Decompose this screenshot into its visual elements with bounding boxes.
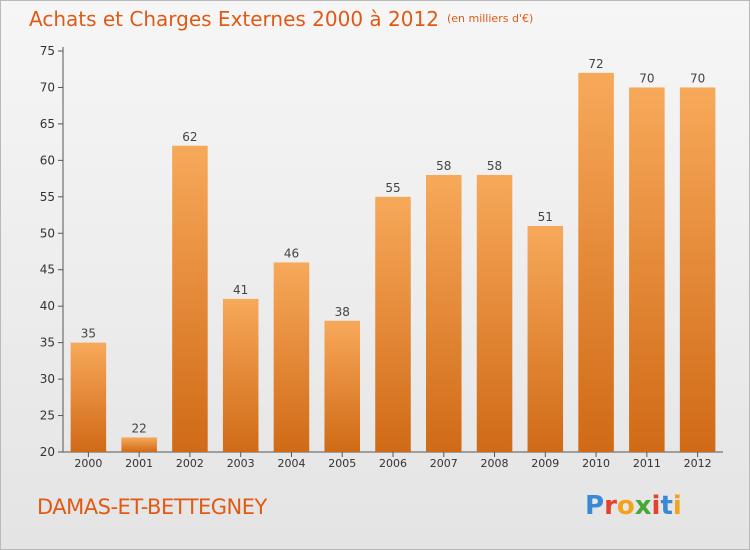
data-label: 35 (81, 327, 96, 341)
x-tick-label: 2001 (125, 457, 153, 470)
data-label: 72 (588, 57, 603, 71)
chart-title: Achats et Charges Externes 2000 à 2012 (e… (29, 7, 533, 31)
x-tick-label: 2012 (684, 457, 712, 470)
data-label: 38 (335, 305, 350, 319)
commune-name: DAMAS-ET-BETTEGNEY (37, 495, 267, 519)
brand-letter: o (616, 491, 635, 521)
brand-letter: P (585, 491, 605, 521)
bar-2002 (172, 145, 208, 453)
x-tick-label: 2004 (277, 457, 305, 470)
y-tick-label: 65 (40, 117, 55, 131)
data-label: 55 (385, 181, 400, 195)
data-label: 46 (284, 246, 299, 260)
bar-2003 (222, 298, 259, 452)
data-label: 58 (436, 159, 451, 173)
y-tick-label: 40 (40, 299, 55, 313)
data-label: 70 (639, 71, 654, 85)
bar-2012 (679, 87, 716, 453)
data-label: 51 (538, 210, 553, 224)
data-label: 22 (132, 421, 147, 435)
y-tick-label: 35 (40, 336, 55, 350)
x-tick-label: 2007 (430, 457, 458, 470)
y-tick-label: 45 (40, 263, 55, 277)
x-tick-label: 2005 (328, 457, 356, 470)
chart-unit: (en milliers d'€) (446, 12, 534, 25)
y-tick-label: 75 (40, 44, 55, 58)
bar-2000 (70, 342, 107, 452)
proxiti-logo: Proxiti (585, 491, 682, 521)
brand-letter: i (672, 491, 682, 521)
x-tick-label: 2008 (481, 457, 509, 470)
bar-2005 (324, 320, 360, 452)
chart-title-text: Achats et Charges Externes 2000 à 2012 (29, 7, 439, 31)
y-tick-label: 20 (40, 445, 55, 459)
data-label: 58 (487, 159, 502, 173)
data-label: 41 (233, 283, 248, 297)
x-tick-label: 2009 (531, 457, 559, 470)
data-label: 70 (690, 71, 705, 85)
bar-2001 (121, 437, 157, 452)
y-tick-label: 55 (40, 190, 55, 204)
y-tick-label: 30 (40, 372, 55, 386)
brand-letter: i (651, 491, 661, 521)
x-tick-label: 2000 (74, 457, 102, 470)
bar-2011 (629, 87, 665, 453)
y-tick-label: 70 (40, 80, 55, 94)
x-tick-label: 2002 (176, 457, 204, 470)
bar-2006 (375, 196, 411, 452)
bar-2004 (273, 262, 310, 452)
brand-letter: r (604, 491, 617, 521)
y-tick-label: 50 (40, 226, 55, 240)
y-tick-label: 60 (40, 153, 55, 167)
y-tick-label: 25 (40, 409, 55, 423)
bar-2010 (578, 72, 614, 452)
x-tick-label: 2010 (582, 457, 610, 470)
brand-letter: x (634, 491, 652, 521)
bar-2007 (426, 174, 462, 453)
x-tick-label: 2003 (227, 457, 255, 470)
bar-2009 (527, 225, 564, 452)
data-label: 62 (182, 130, 197, 144)
x-tick-label: 2006 (379, 457, 407, 470)
brand-letter: t (660, 491, 673, 521)
x-tick-label: 2011 (633, 457, 661, 470)
bar-2008 (476, 174, 513, 453)
